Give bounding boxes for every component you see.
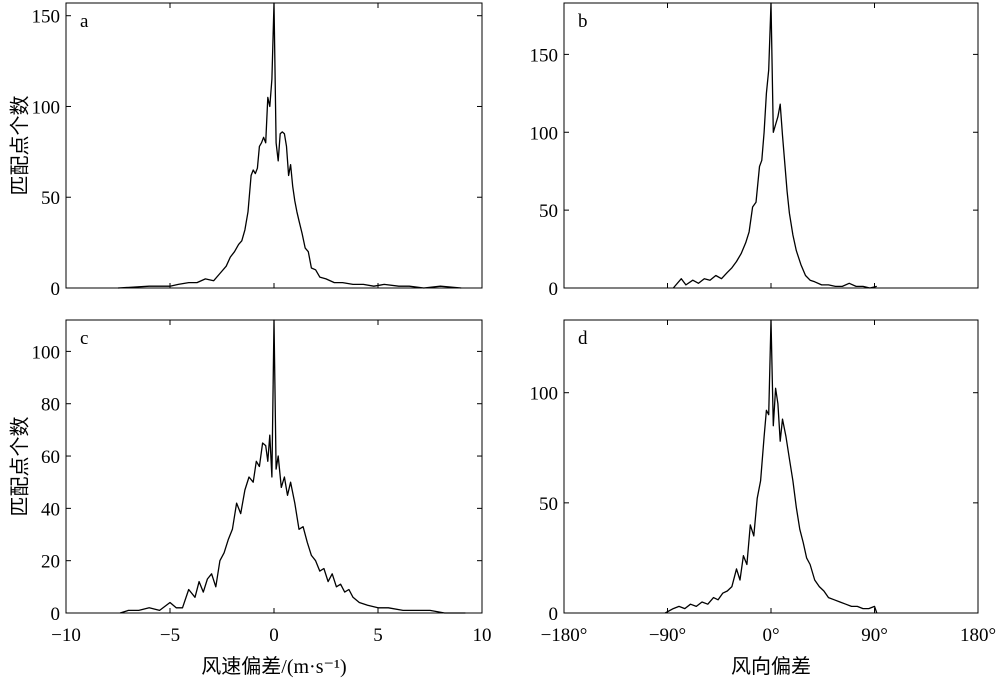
y-tick-label: 0 (51, 604, 61, 625)
y-tick-label: 100 (32, 342, 61, 363)
y-tick-label: 20 (41, 552, 60, 573)
panel-b: b 0 50 100 150 (530, 2, 979, 300)
series-line (117, 2, 462, 289)
series-line (119, 319, 466, 614)
x-axis-label: 风速偏差/(m·s⁻¹) (201, 655, 346, 678)
y-tick-label: 150 (530, 45, 559, 66)
y-tick-label: 50 (41, 188, 60, 209)
x-tick-label: 0 (269, 625, 279, 646)
x-axis-label: 风向偏差 (731, 655, 811, 678)
y-tick-label: 80 (41, 395, 60, 416)
y-tick-label: 60 (41, 447, 60, 468)
y-axis-label: 匹配点个数 (9, 96, 32, 196)
x-tick-label: 0° (762, 625, 779, 646)
x-tick-label: 90° (861, 625, 888, 646)
y-tick-label: 50 (539, 201, 558, 222)
y-tick-label: 100 (530, 123, 559, 144)
x-tick-label: 180° (960, 625, 996, 646)
series-line (664, 319, 878, 614)
x-tick-label: −180° (541, 625, 588, 646)
x-tick-label: 5 (373, 625, 383, 646)
x-tick-label: −90° (649, 625, 686, 646)
y-tick-label: 100 (32, 97, 61, 118)
series-line (672, 2, 877, 289)
x-tick-label: −5 (160, 625, 180, 646)
y-tick-label: 0 (51, 279, 61, 300)
panel-frame (563, 2, 979, 289)
y-tick-label: 40 (41, 499, 60, 520)
y-tick-label: 150 (32, 7, 61, 28)
y-tick-label: 0 (549, 279, 559, 300)
panel-letter: d (578, 328, 588, 349)
y-tick-label: 50 (539, 494, 558, 515)
panel-letter: a (80, 11, 89, 32)
y-tick-label: 100 (530, 384, 559, 405)
panel-frame (563, 319, 979, 614)
y-axis-label: 匹配点个数 (9, 417, 32, 517)
panel-letter: b (578, 11, 588, 32)
panel-d: d 风向偏差 −180° −90° 0° 90° 180° 0 50 100 (530, 319, 996, 678)
panel-letter: c (80, 328, 88, 349)
panel-c: c 匹配点个数 风速偏差/(m·s⁻¹) −10 −5 0 5 100204060801… (9, 319, 492, 678)
y-tick-label: 0 (549, 604, 559, 625)
x-tick-label: −10 (51, 625, 81, 646)
panel-a: a 匹配点个数 0 50 100 150 (9, 2, 483, 300)
x-tick-label: 10 (473, 625, 492, 646)
